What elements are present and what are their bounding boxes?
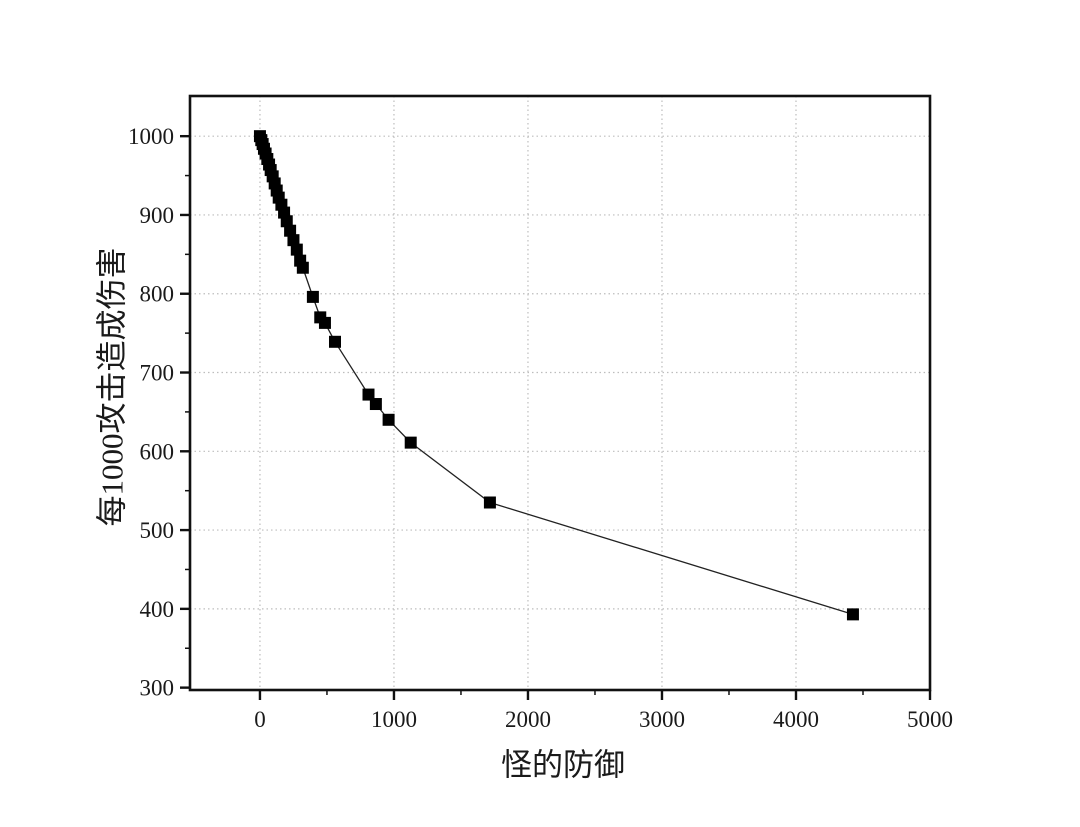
y-tick-label: 800	[140, 282, 175, 307]
data-point	[296, 261, 309, 274]
data-point	[318, 316, 331, 329]
series-line	[259, 135, 854, 615]
data-point	[382, 413, 395, 426]
data-point	[483, 496, 496, 509]
data-point	[328, 335, 341, 348]
y-tick-label: 900	[140, 203, 175, 228]
x-tick-label: 3000	[639, 707, 685, 732]
x-axis-label: 怪的防御	[501, 747, 625, 783]
data-point	[404, 436, 417, 449]
y-tick-label: 300	[140, 676, 175, 701]
y-tick-label: 400	[140, 597, 175, 622]
data-point	[290, 243, 303, 256]
data-point	[306, 290, 319, 303]
data-point	[284, 224, 297, 237]
y-tick-label: 500	[140, 518, 175, 543]
x-tick-label: 2000	[505, 707, 551, 732]
data-point	[846, 608, 859, 621]
y-tick-label: 600	[140, 439, 175, 464]
x-tick-label: 1000	[371, 707, 417, 732]
plot-frame	[188, 94, 932, 692]
data-point	[280, 215, 293, 228]
y-axis-label: 每1000攻击造成伤害	[94, 247, 130, 527]
x-tick-label: 0	[254, 707, 266, 732]
data-point	[362, 388, 375, 401]
y-tick-label: 1000	[128, 124, 174, 149]
x-tick-label: 4000	[773, 707, 819, 732]
x-tick-label: 5000	[907, 707, 953, 732]
data-point	[287, 234, 300, 247]
data-point	[369, 398, 382, 411]
y-tick-label: 700	[140, 361, 175, 386]
